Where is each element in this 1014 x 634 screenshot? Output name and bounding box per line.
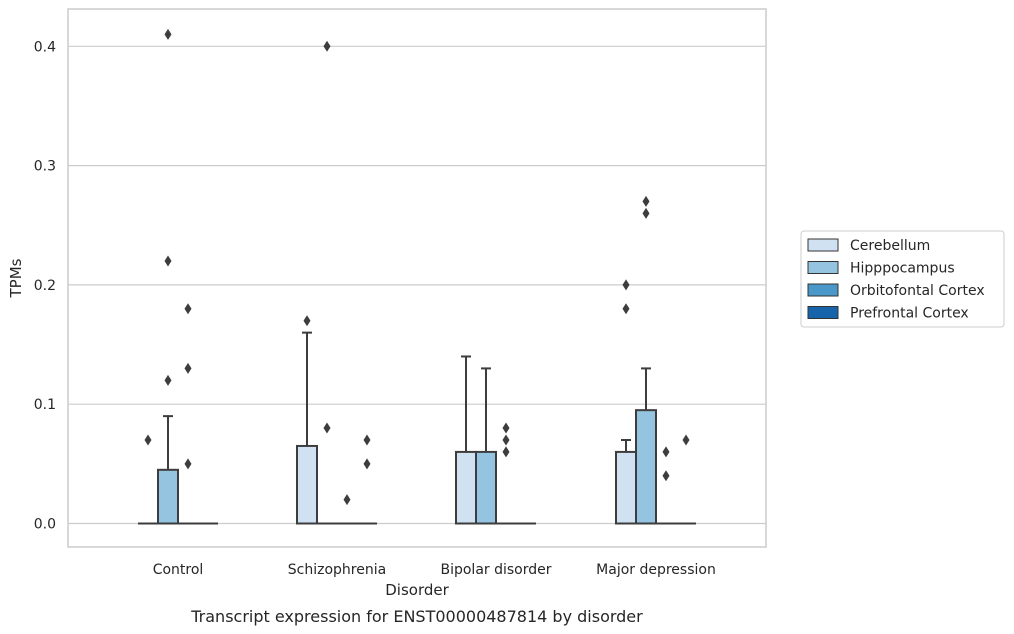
outlier-point: [184, 458, 192, 470]
outlier-point: [323, 422, 331, 434]
chart-caption: Transcript expression for ENST0000048781…: [190, 607, 643, 626]
legend-label: Hipppocampus: [850, 261, 955, 277]
outlier-point: [363, 434, 371, 446]
box-hipppocampus: [635, 367, 657, 525]
box-body: [455, 450, 477, 525]
y-tick-label: 0.4: [34, 39, 56, 55]
outlier-point: [164, 255, 172, 267]
box-body: [157, 468, 179, 525]
x-tick-label: Schizophrenia: [288, 562, 386, 578]
legend-frame: [800, 230, 1005, 328]
legend-swatch: [807, 306, 839, 319]
x-tick-label: Control: [153, 562, 204, 578]
outlier-point: [662, 470, 670, 482]
gridlines: [68, 45, 766, 525]
box-hipppocampus: [157, 415, 179, 525]
legend-swatch: [807, 261, 839, 274]
outlier-point: [662, 446, 670, 458]
box-cerebellum: [296, 331, 318, 525]
outlier-point: [323, 40, 331, 52]
box-body: [615, 450, 637, 525]
y-tick-label: 0.2: [34, 278, 56, 294]
legend-label: Prefrontal Cortex: [850, 306, 969, 322]
outlier-point: [144, 434, 152, 446]
box-cerebellum: [615, 438, 637, 525]
y-axis-ticks: 0.0 0.1 0.2 0.3 0.4: [34, 39, 56, 532]
outlier-point: [502, 434, 510, 446]
y-axis-title: TPMs: [7, 258, 25, 298]
outlier-point: [502, 446, 510, 458]
outlier-point: [343, 494, 351, 506]
boxes: [138, 331, 696, 525]
box-hipppocampus: [475, 367, 497, 525]
outlier-point: [622, 279, 630, 291]
x-axis-ticks: Control Schizophrenia Bipolar disorder Majo…: [153, 562, 716, 578]
y-tick-label: 0.0: [34, 517, 56, 533]
outlier-point: [164, 374, 172, 386]
legend-swatch: [807, 283, 839, 297]
legend-label: Cerebellum: [850, 238, 930, 254]
x-tick-label: Major depression: [596, 562, 716, 578]
outlier-point: [622, 303, 630, 315]
y-tick-label: 0.1: [34, 397, 56, 413]
y-tick-label: 0.3: [34, 159, 56, 175]
box-body: [296, 444, 318, 525]
x-tick-label: Bipolar disorder: [440, 562, 551, 578]
box-body: [635, 409, 657, 525]
box-cerebellum: [455, 355, 477, 525]
outlier-point: [642, 195, 650, 207]
outlier-point: [642, 207, 650, 219]
outlier-point: [164, 28, 172, 40]
outlier-point: [502, 422, 510, 434]
outlier-point: [682, 434, 690, 446]
x-axis-title: Disorder: [385, 581, 449, 599]
outlier-points: [144, 28, 690, 506]
plot-frame: [67, 8, 767, 548]
box-body: [475, 450, 497, 525]
legend-swatch: [807, 238, 839, 252]
legend: Cerebellum Hipppocampus Orbitofontal Corte…: [800, 230, 1005, 328]
outlier-point: [184, 362, 192, 374]
outlier-point: [363, 458, 371, 470]
legend-label: Orbitofontal Cortex: [850, 283, 985, 299]
outlier-point: [184, 303, 192, 315]
outlier-point: [303, 315, 311, 327]
